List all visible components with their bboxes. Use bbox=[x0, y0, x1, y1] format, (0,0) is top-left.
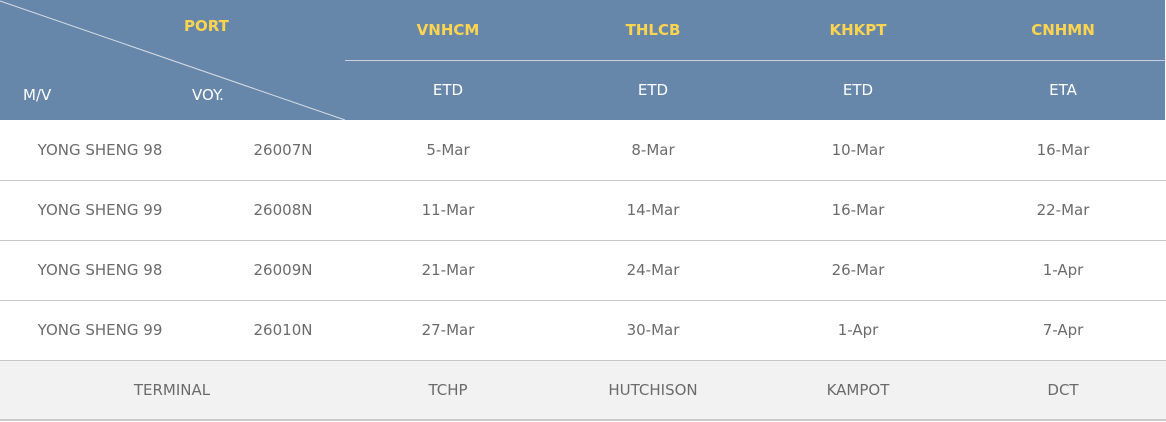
date-cell: 26-Mar bbox=[831, 261, 885, 279]
date-cell: 30-Mar bbox=[626, 321, 680, 339]
vessel-cell: YONG SHENG 99 bbox=[37, 321, 163, 339]
date-cell: 5-Mar bbox=[426, 141, 470, 159]
port-code: CNHMN bbox=[1031, 21, 1095, 39]
port-label: PORT bbox=[184, 17, 229, 35]
terminal-cell: KAMPOT bbox=[826, 381, 890, 399]
table-row: YONG SHENG 98 26007N 5-Mar 8-Mar 10-Mar 16-M… bbox=[0, 121, 1166, 181]
date-cell: 24-Mar bbox=[626, 261, 680, 279]
terminal-cell: HUTCHISON bbox=[608, 381, 698, 399]
terminal-row: TERMINAL TCHP HUTCHISON KAMPOT DCT bbox=[0, 361, 1166, 421]
date-cell: 1-Apr bbox=[1042, 261, 1084, 279]
terminal-label: TERMINAL bbox=[133, 381, 211, 399]
port-event: ETA bbox=[1049, 81, 1077, 99]
table-row: YONG SHENG 98 26009N 21-Mar 24-Mar 26-Mar 1-… bbox=[0, 241, 1166, 301]
date-cell: 11-Mar bbox=[421, 201, 475, 219]
port-code: THLCB bbox=[625, 21, 681, 39]
date-cell: 14-Mar bbox=[626, 201, 680, 219]
port-event: ETD bbox=[637, 81, 669, 99]
vessel-cell: YONG SHENG 98 bbox=[37, 141, 163, 159]
port-code: VNHCM bbox=[416, 21, 480, 39]
date-cell: 21-Mar bbox=[421, 261, 475, 279]
header-divider bbox=[345, 60, 1165, 61]
vessel-label: M/V bbox=[23, 86, 52, 104]
date-cell: 22-Mar bbox=[1036, 201, 1090, 219]
voyage-cell: 26009N bbox=[253, 261, 313, 279]
voyage-label: VOY. bbox=[192, 86, 224, 104]
date-cell: 8-Mar bbox=[631, 141, 675, 159]
voyage-cell: 26007N bbox=[253, 141, 313, 159]
port-event: ETD bbox=[432, 81, 464, 99]
vessel-cell: YONG SHENG 99 bbox=[37, 201, 163, 219]
diagonal-divider bbox=[0, 0, 346, 120]
voyage-cell: 26008N bbox=[253, 201, 313, 219]
table-header: PORT M/V VOY. VNHCM ETD THLCB ETD KHKPT ET… bbox=[0, 0, 1165, 120]
date-cell: 27-Mar bbox=[421, 321, 475, 339]
date-cell: 16-Mar bbox=[1036, 141, 1090, 159]
table-row: YONG SHENG 99 26008N 11-Mar 14-Mar 16-Mar 22… bbox=[0, 181, 1166, 241]
table-row: YONG SHENG 99 26010N 27-Mar 30-Mar 1-Apr 7-A… bbox=[0, 301, 1166, 361]
voyage-cell: 26010N bbox=[253, 321, 313, 339]
port-code: KHKPT bbox=[829, 21, 887, 39]
date-cell: 1-Apr bbox=[837, 321, 879, 339]
vessel-cell: YONG SHENG 98 bbox=[37, 261, 163, 279]
date-cell: 16-Mar bbox=[831, 201, 885, 219]
date-cell: 10-Mar bbox=[831, 141, 885, 159]
date-cell: 7-Apr bbox=[1042, 321, 1084, 339]
terminal-cell: TCHP bbox=[428, 381, 468, 399]
port-event: ETD bbox=[842, 81, 874, 99]
terminal-cell: DCT bbox=[1047, 381, 1079, 399]
